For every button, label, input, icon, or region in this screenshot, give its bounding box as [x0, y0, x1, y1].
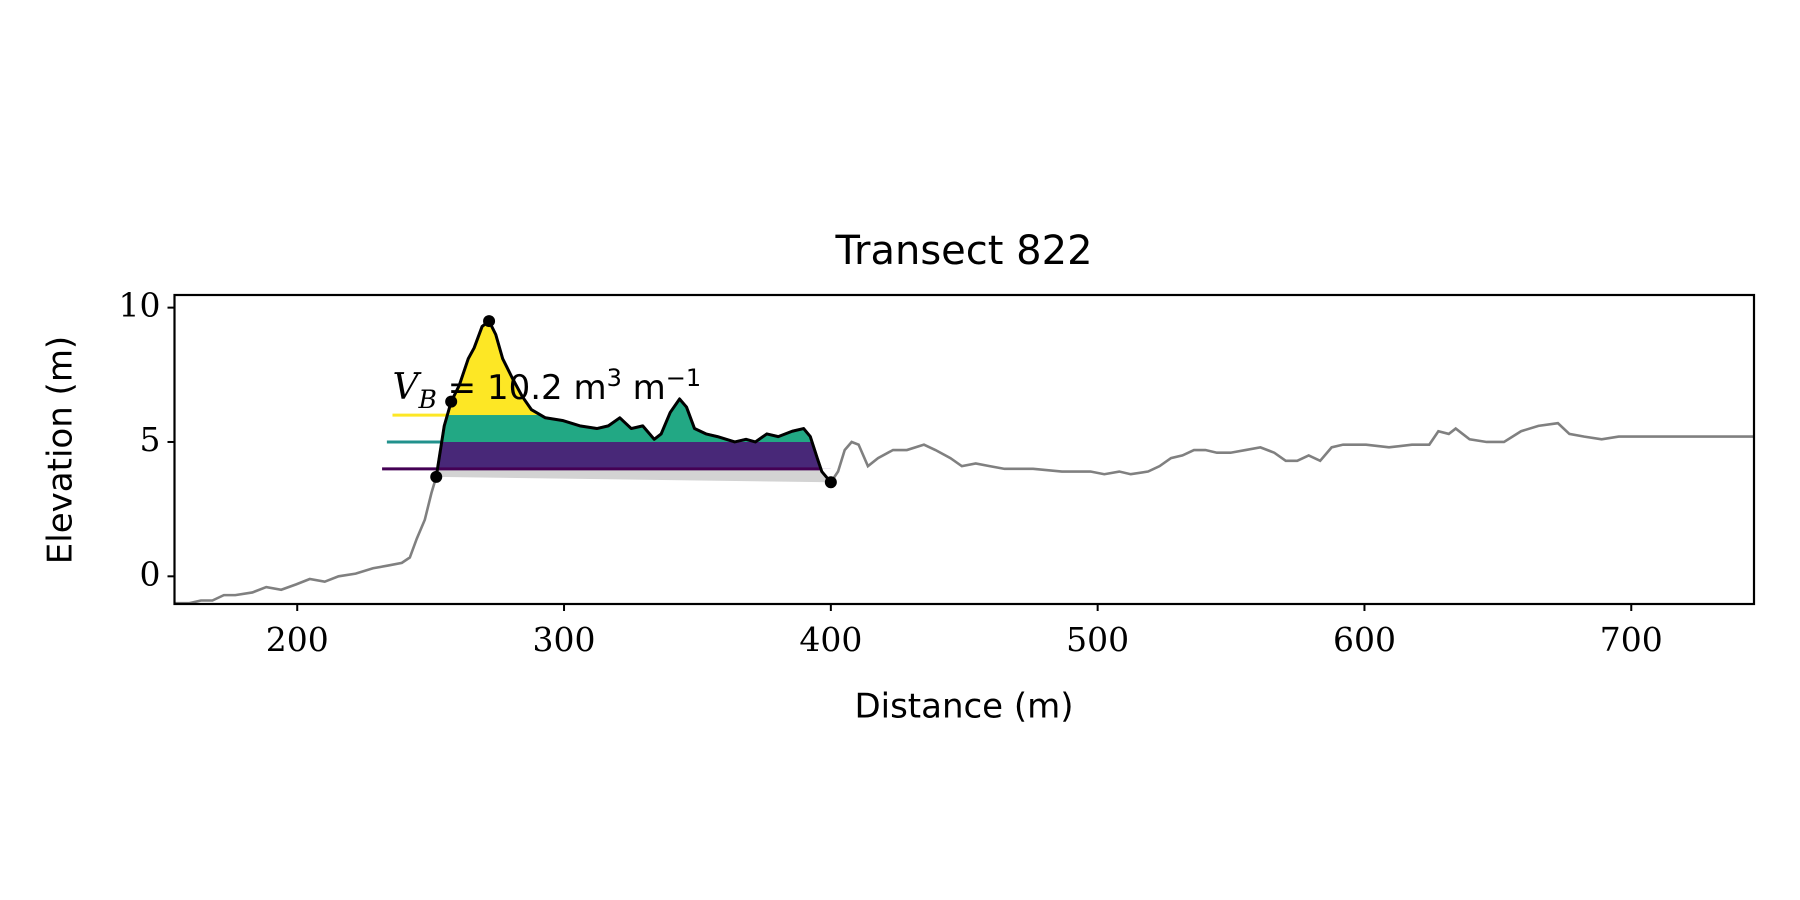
y-tick-label: 5	[140, 420, 161, 459]
x-tick-label: 400	[799, 620, 862, 659]
annotation-part: 3	[607, 364, 622, 392]
level-fill	[436, 321, 541, 416]
annotation-part: = 10.2 m	[437, 368, 607, 408]
profile-line	[174, 319, 1754, 605]
x-tick-label: 500	[1066, 620, 1129, 659]
x-tick-label: 300	[533, 620, 596, 659]
x-tick-label: 200	[266, 620, 329, 659]
x-tick-label: 600	[1333, 620, 1396, 659]
y-tick-label: 10	[119, 286, 161, 325]
x-axis-label: Distance (m)	[854, 687, 1073, 727]
plot-frame	[173, 293, 1756, 606]
annotation: VB = 10.2 m3 m−1	[392, 364, 701, 414]
x-tick-label: 700	[1600, 620, 1663, 659]
annotation-part: V	[392, 367, 422, 408]
chart-title: Transect 822	[834, 228, 1092, 274]
annotation-part: m	[622, 368, 666, 408]
marker	[824, 476, 837, 489]
marker	[483, 315, 496, 328]
y-axis-label: Elevation (m)	[41, 336, 81, 564]
annotation-part: B	[417, 385, 436, 414]
y-tick-label: 0	[140, 554, 161, 593]
marker	[430, 470, 443, 483]
marker	[445, 395, 458, 408]
annotation-part: −1	[666, 364, 701, 392]
